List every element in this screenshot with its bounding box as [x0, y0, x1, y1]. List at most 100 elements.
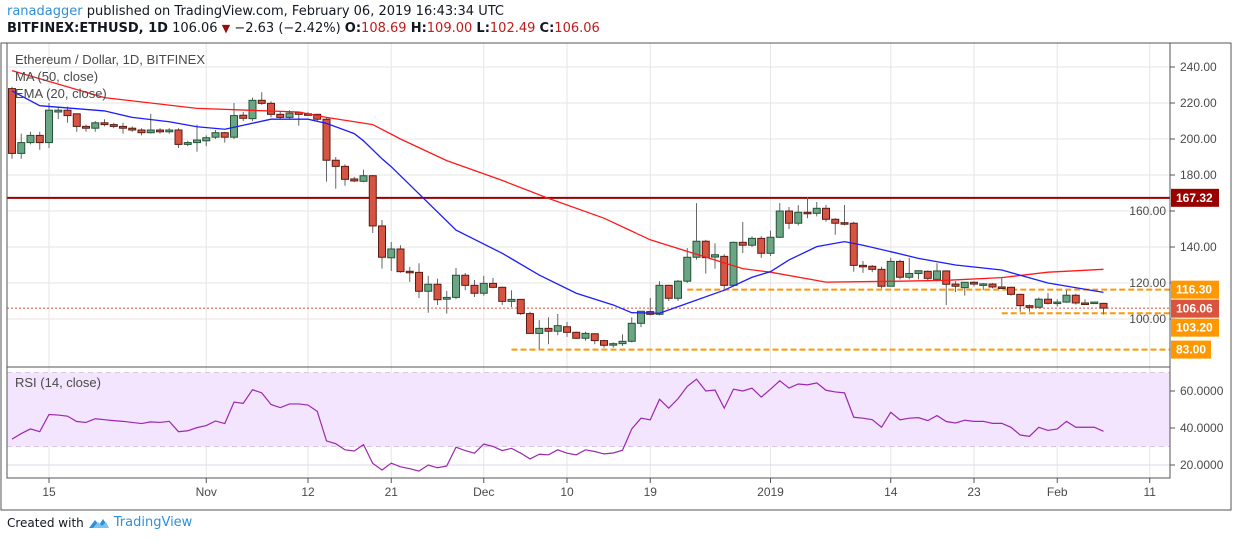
rsi-line: [11, 378, 1104, 472]
candle: [803, 196, 812, 219]
candle-down: [8, 88, 16, 154]
candle-down: [831, 218, 840, 224]
candle: [341, 164, 349, 186]
candle: [1062, 290, 1071, 303]
candle: [119, 122, 127, 134]
candle-up: [479, 282, 488, 294]
candle: [91, 121, 100, 132]
price-label-box: [1171, 299, 1219, 318]
candle: [137, 128, 146, 136]
price-label-box: [1171, 280, 1219, 299]
legend-ema: EMA (20, close): [15, 86, 107, 101]
candle: [535, 320, 544, 350]
candle: [923, 270, 932, 282]
high-label: H:: [410, 21, 427, 36]
candle-down: [461, 274, 470, 286]
candle: [45, 103, 53, 148]
candle-down: [267, 102, 275, 115]
candle-down: [563, 326, 571, 333]
time-tick-label: Dec: [473, 485, 494, 499]
legend-rsi: RSI (14, close): [15, 375, 101, 390]
high-value: 109.00: [426, 21, 473, 36]
candle: [507, 290, 516, 307]
candle: [387, 241, 396, 271]
indicator-lines: [11, 69, 1104, 472]
candle: [553, 313, 562, 336]
candle-up: [812, 207, 821, 214]
candle-up: [1062, 294, 1071, 303]
candle: [618, 334, 627, 346]
candle-down: [590, 333, 599, 342]
candle-down: [415, 271, 423, 292]
candle-down: [239, 114, 248, 119]
candle: [1053, 299, 1062, 307]
candle-up: [54, 109, 63, 113]
time-tick-label: 14: [884, 485, 898, 499]
candle: [1090, 301, 1099, 305]
price-label: 83.00: [1176, 343, 1206, 357]
rsi-tick-label: 60.0000: [1180, 384, 1224, 398]
legend-title: Ethereum / Dollar, 1D, BITFINEX: [15, 52, 205, 67]
candle: [26, 131, 35, 145]
candle-up: [183, 142, 192, 145]
candle-down: [35, 134, 44, 144]
candle: [165, 128, 174, 134]
author-link[interactable]: ranadagger: [7, 4, 83, 19]
candle: [997, 277, 1006, 289]
candle: [442, 290, 451, 314]
candle: [211, 130, 220, 139]
candle: [600, 339, 608, 348]
candle-down: [951, 283, 960, 287]
candle-down: [257, 99, 266, 104]
axes: 240.00 220.00 200.00 180.00 160.00 140.00 120.…: [42, 60, 1223, 499]
price-label-box: [1171, 318, 1219, 337]
candle: [544, 317, 553, 345]
candle-up: [933, 270, 941, 280]
candle-up: [507, 298, 516, 302]
rsi-band: [7, 372, 1170, 447]
time-tick-label: 12: [301, 485, 315, 499]
time-tick-label: 10: [560, 485, 574, 499]
candle: [82, 124, 90, 132]
candle: [563, 322, 571, 337]
candle-up: [146, 129, 155, 134]
candle: [276, 112, 285, 120]
candle: [831, 218, 840, 235]
symbol-info: BITFINEX:ETHUSD, 1D 106.06 ▼ −2.63 (−2.4…: [7, 21, 600, 36]
candle-up: [452, 274, 460, 298]
candle: [146, 113, 155, 134]
time-tick-label: Nov: [196, 485, 217, 499]
candle: [378, 220, 386, 269]
candle-down: [119, 125, 127, 129]
candles: [8, 86, 1108, 350]
open-value: 108.69: [361, 21, 407, 36]
publish-info: ranadagger published on TradingView.com,…: [7, 4, 504, 19]
candle-up: [359, 175, 368, 182]
price-tick-label: 140.00: [1180, 240, 1217, 254]
candle: [775, 203, 784, 238]
tradingview-brand[interactable]: TradingView: [113, 515, 193, 530]
candle: [840, 205, 849, 226]
candle: [664, 284, 673, 301]
candle-up: [609, 343, 618, 346]
candle-down: [896, 260, 904, 278]
candle-down: [341, 165, 349, 180]
candle-down: [970, 281, 978, 285]
candle-up: [1090, 301, 1099, 305]
candle: [785, 207, 793, 229]
candle: [156, 128, 164, 134]
candle-down: [803, 211, 812, 215]
low-label: L:: [476, 21, 490, 36]
candle-up: [960, 281, 969, 289]
candle: [637, 310, 645, 328]
candle: [220, 131, 229, 143]
candle-down: [276, 113, 285, 118]
candle-up: [766, 236, 775, 254]
rsi-tick-label: 40.0000: [1180, 421, 1224, 435]
candle-down: [516, 298, 525, 315]
candle-down: [489, 282, 497, 288]
candle-down: [701, 240, 710, 259]
candle: [627, 317, 636, 343]
candle: [914, 270, 923, 280]
